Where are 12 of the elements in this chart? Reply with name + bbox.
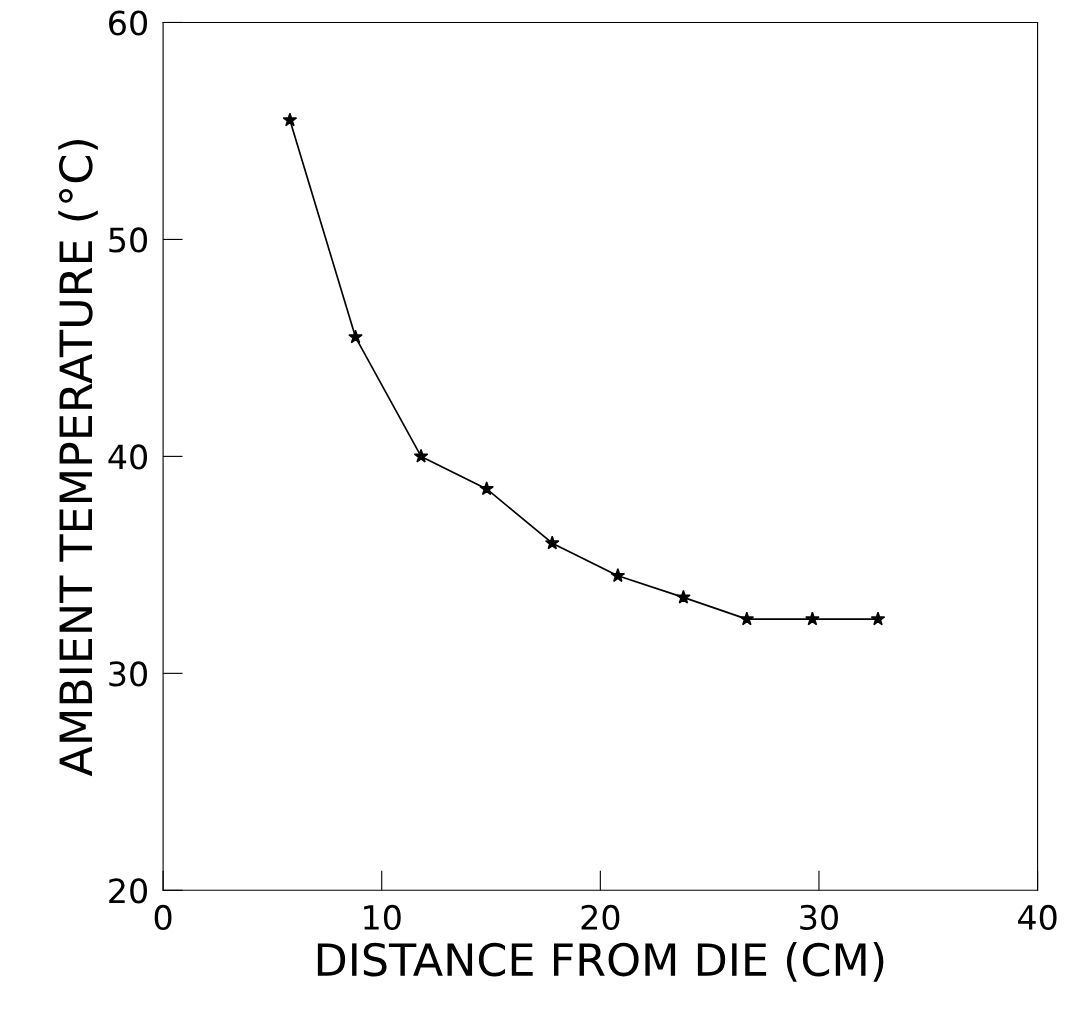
x-tick-label: 30 [800, 904, 838, 930]
x-tick-label: 40 [1018, 904, 1057, 930]
x-tick-label: 20 [581, 904, 620, 930]
y-tick-label: 20 [109, 878, 147, 904]
x-axis-title: DISTANCE FROM DIE (CM) [317, 942, 884, 982]
y-tick-label: 60 [109, 10, 147, 36]
y-tick-label: 30 [109, 661, 147, 687]
x-tick-label: 0 [154, 904, 172, 930]
y-tick-label: 50 [109, 227, 147, 253]
y-tick-label: 40 [108, 444, 147, 470]
y-axis-title: AMBIENT TEMPERATURE (°C) [58, 140, 98, 777]
x-tick-label: 10 [364, 904, 401, 930]
